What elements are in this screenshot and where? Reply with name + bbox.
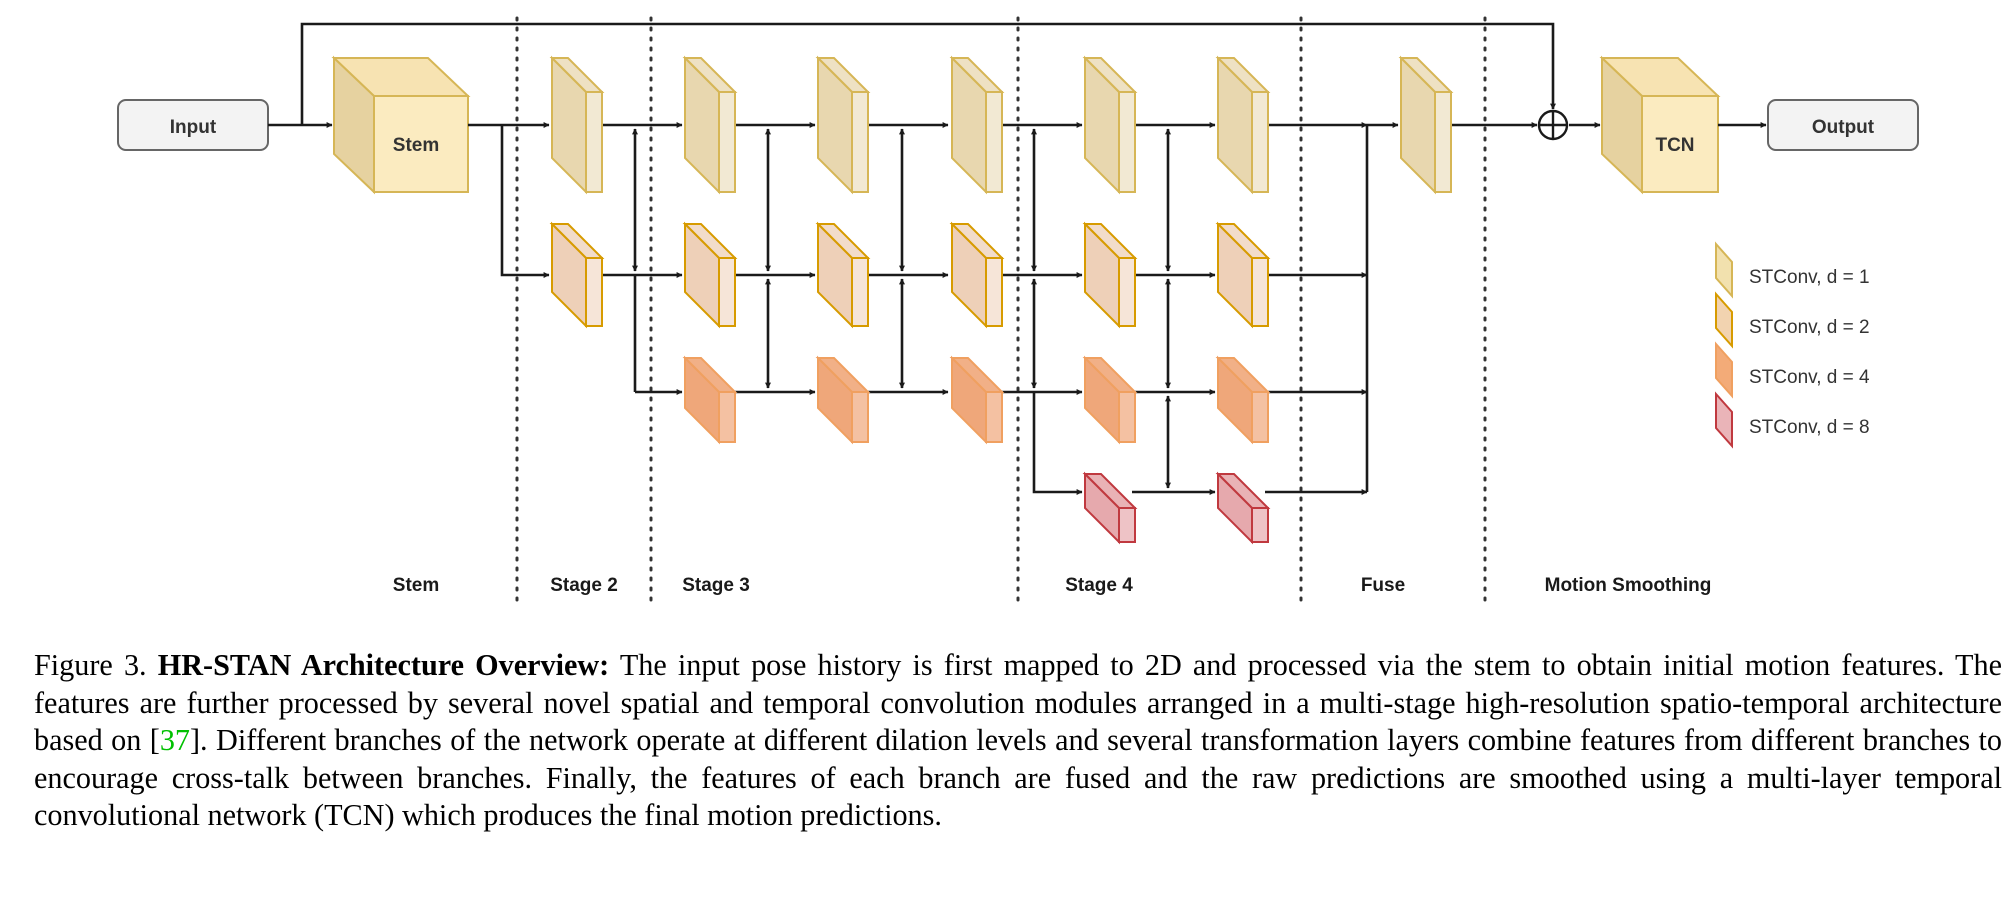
tcn-block: TCN (1599, 55, 1721, 195)
legend-swatch (1715, 391, 1733, 449)
input-label: Input (170, 117, 217, 138)
stage-label-motion-smoothing: Motion Smoothing (1545, 575, 1712, 596)
stconv-d1-block (1082, 55, 1138, 195)
stconv-d1-block (949, 55, 1005, 195)
stconv-blocks (549, 55, 1454, 545)
legend-item: STConv, d = 8 (1715, 391, 1870, 449)
legend-label: STConv, d = 2 (1749, 317, 1870, 338)
legend-swatch (1715, 341, 1733, 399)
stconv-d1-block (682, 55, 738, 195)
caption-text: The input pose history is first mapped t… (34, 648, 2002, 758)
legend-label: STConv, d = 4 (1749, 367, 1870, 388)
legend-item: STConv, d = 1 (1715, 241, 1870, 299)
stconv-d2-block (549, 221, 605, 329)
stage-label-stage-3: Stage 3 (682, 575, 750, 596)
legend-item: STConv, d = 4 (1715, 341, 1870, 399)
stconv-d2-block (682, 221, 738, 329)
figure-number: Figure 3. (34, 648, 147, 682)
stage-labels: Stem Stage 2 Stage 3 Stage 4 Fuse Motion… (393, 575, 1712, 596)
stconv-d2-block (1082, 221, 1138, 329)
stage-label-stage-4: Stage 4 (1065, 575, 1133, 596)
stconv-d1-block (1398, 55, 1454, 195)
stage-label-stem: Stem (393, 575, 439, 596)
stconv-d8-block (1215, 471, 1271, 545)
stconv-d4-block (1215, 355, 1271, 445)
sum-junction-icon (1537, 109, 1569, 141)
legend: STConv, d = 1 STConv, d = 2 STConv, d = 4 S… (1715, 241, 1870, 449)
stconv-d2-block (815, 221, 871, 329)
stconv-d2-block (1215, 221, 1271, 329)
input-node: Input (117, 99, 269, 151)
figure-caption: Figure 3. HR-STAN Architecture Overview:… (34, 647, 2002, 835)
caption-text-continued: ]. Different branches of the network ope… (34, 723, 2002, 833)
citation-link[interactable]: 37 (159, 723, 190, 758)
caption-title: HR-STAN Architecture Overview: (157, 648, 610, 682)
stconv-d1-block (815, 55, 871, 195)
stconv-d1-block (549, 55, 605, 195)
legend-item: STConv, d = 2 (1715, 291, 1870, 349)
stconv-d1-block (1215, 55, 1271, 195)
output-label: Output (1812, 117, 1875, 138)
tcn-label: TCN (1655, 135, 1694, 156)
legend-swatch (1715, 291, 1733, 349)
legend-swatch (1715, 241, 1733, 299)
output-node: Output (1767, 99, 1919, 151)
stage-dividers (515, 16, 1487, 607)
stconv-d4-block (1082, 355, 1138, 445)
stage-label-fuse: Fuse (1361, 575, 1405, 596)
stage-label-stage-2: Stage 2 (550, 575, 618, 596)
stconv-d4-block (682, 355, 738, 445)
stconv-d2-block (949, 221, 1005, 329)
flow-connections (268, 22, 1767, 495)
stem-block: Stem (331, 55, 471, 195)
stconv-d4-block (949, 355, 1005, 445)
architecture-diagram: Input Output Stem TCN (117, 16, 1919, 607)
legend-label: STConv, d = 1 (1749, 267, 1870, 288)
stconv-d4-block (815, 355, 871, 445)
legend-label: STConv, d = 8 (1749, 417, 1870, 438)
stem-label: Stem (393, 135, 439, 156)
stconv-d8-block (1082, 471, 1138, 545)
